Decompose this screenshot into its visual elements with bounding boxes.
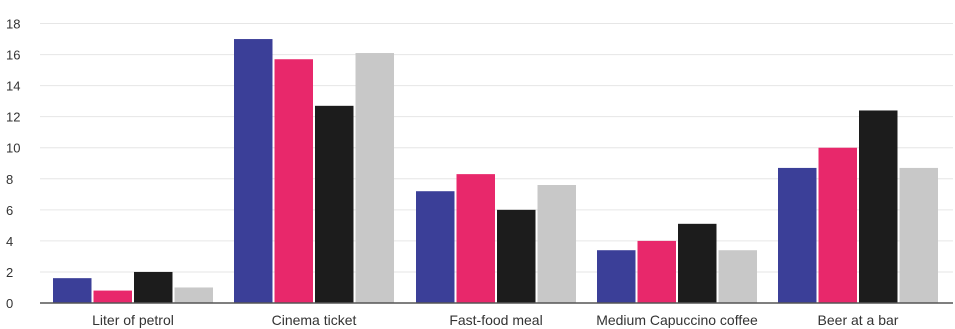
bar-3-1 [315, 105, 354, 303]
bar-1-0 [53, 278, 92, 303]
y-tick-label: 16 [6, 48, 20, 63]
bar-1-1 [234, 39, 273, 303]
gridlines [40, 23, 953, 273]
y-tick-label: 8 [6, 172, 13, 187]
bar-2-4 [818, 147, 857, 303]
bar-4-3 [718, 250, 757, 303]
bar-3-0 [134, 271, 173, 303]
bar-3-4 [859, 110, 898, 303]
y-tick-label: 4 [6, 234, 13, 249]
y-tick-label: 12 [6, 110, 20, 125]
bar-4-0 [174, 287, 213, 303]
bar-2-1 [274, 59, 313, 303]
bar-2-2 [456, 174, 495, 303]
bar-4-2 [537, 185, 576, 303]
y-axis-ticks: 0 2 4 6 8 10 12 14 16 18 [6, 17, 20, 311]
bar-3-2 [497, 209, 536, 303]
y-tick-label: 6 [6, 203, 13, 218]
y-tick-label: 0 [6, 296, 13, 311]
y-tick-label: 2 [6, 265, 13, 280]
x-axis-labels: Liter of petrol Cinema ticket Fast-food me… [92, 312, 899, 328]
bar-4-4 [899, 167, 938, 303]
y-tick-label: 14 [6, 79, 20, 94]
y-tick-label: 18 [6, 17, 20, 32]
bar-2-3 [637, 240, 676, 303]
bar-1-3 [597, 250, 636, 303]
x-category-label: Medium Capuccino coffee [596, 312, 758, 328]
x-category-label: Fast-food meal [449, 312, 542, 328]
y-tick-label: 10 [6, 141, 20, 156]
x-category-label: Liter of petrol [92, 312, 174, 328]
bar-3-3 [678, 223, 717, 303]
bar-1-4 [778, 167, 817, 303]
x-category-label: Cinema ticket [272, 312, 357, 328]
bars [53, 39, 938, 303]
bar-4-1 [355, 53, 394, 303]
bar-2-0 [93, 290, 132, 303]
bar-1-2 [416, 191, 455, 303]
x-category-label: Beer at a bar [818, 312, 899, 328]
